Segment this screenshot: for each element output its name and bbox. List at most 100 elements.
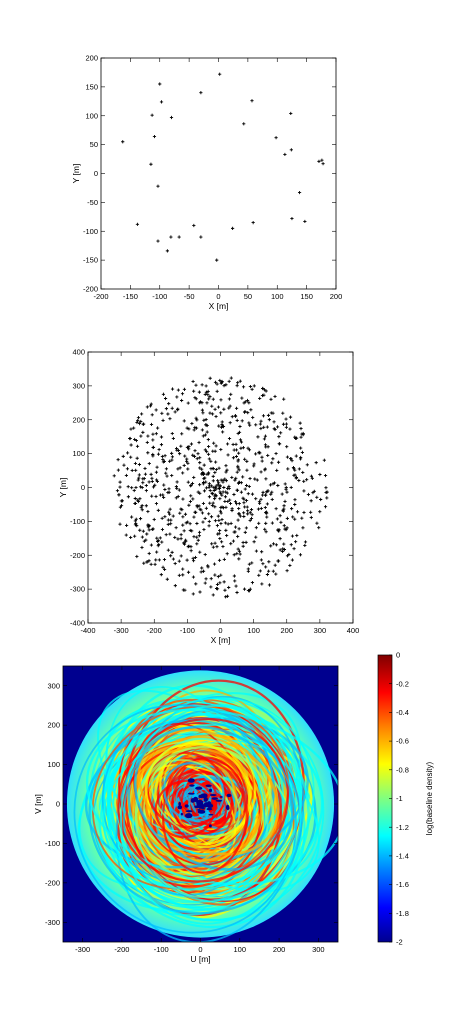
station-point xyxy=(175,486,179,491)
station-point xyxy=(266,413,271,417)
station-point xyxy=(224,464,228,468)
uv-gap xyxy=(178,802,181,806)
station-point xyxy=(244,499,249,503)
colorbar-tick-label: -0.6 xyxy=(396,737,409,746)
station-point xyxy=(142,561,146,565)
station-point xyxy=(201,480,206,485)
station-point xyxy=(275,517,279,521)
station-point xyxy=(309,515,313,520)
station-point xyxy=(250,580,255,585)
x-axis-label: X [m] xyxy=(211,635,231,645)
station-point xyxy=(299,446,303,450)
station-point xyxy=(246,569,250,573)
station-point xyxy=(271,482,275,486)
station-point xyxy=(214,484,218,488)
station-point xyxy=(139,505,143,509)
station-point xyxy=(325,496,329,500)
station-point xyxy=(176,448,181,453)
station-point xyxy=(170,458,174,462)
station-point xyxy=(278,514,282,518)
station-point xyxy=(263,493,268,497)
station-point xyxy=(141,481,145,485)
station-point xyxy=(169,115,174,120)
station-point xyxy=(186,467,190,471)
station-point xyxy=(318,472,322,477)
station-point xyxy=(208,376,212,380)
station-point xyxy=(282,504,286,508)
x-tick-label: 0 xyxy=(198,945,202,954)
station-point xyxy=(201,472,206,476)
station-point xyxy=(146,434,150,438)
station-point xyxy=(154,494,158,499)
station-point xyxy=(161,457,165,462)
station-point xyxy=(198,590,202,594)
station-point xyxy=(194,426,199,430)
station-point xyxy=(250,387,254,391)
uv-gap xyxy=(205,784,212,788)
station-point xyxy=(215,545,219,549)
station-point xyxy=(276,460,281,464)
colorbar-tick-label: -1.2 xyxy=(396,823,409,832)
station-point xyxy=(257,573,261,577)
station-point xyxy=(173,535,177,540)
station-point xyxy=(309,510,313,514)
station-point xyxy=(129,455,133,459)
station-point xyxy=(204,480,208,484)
station-point xyxy=(288,427,292,431)
station-point xyxy=(298,421,302,425)
station-point xyxy=(282,547,287,552)
station-point xyxy=(162,567,167,572)
station-point xyxy=(216,532,220,536)
station-point xyxy=(226,486,230,491)
station-point xyxy=(140,508,144,512)
station-point xyxy=(157,542,161,547)
station-point xyxy=(219,478,223,482)
station-point xyxy=(132,488,136,493)
station-point xyxy=(161,418,165,422)
station-point xyxy=(184,459,189,463)
station-point xyxy=(138,485,143,489)
station-point xyxy=(247,562,251,566)
station-point xyxy=(250,513,254,517)
station-point xyxy=(186,461,190,465)
station-point xyxy=(134,517,138,521)
station-point xyxy=(264,511,268,515)
station-point xyxy=(144,504,148,508)
station-point xyxy=(229,521,233,526)
station-point xyxy=(278,537,282,541)
station-point xyxy=(182,387,187,391)
station-point xyxy=(265,490,269,494)
station-point xyxy=(237,527,241,531)
uv-gap xyxy=(203,802,210,807)
station-point xyxy=(294,436,299,440)
station-point xyxy=(194,416,198,420)
station-point xyxy=(256,507,261,511)
station-point xyxy=(318,510,322,514)
station-point xyxy=(116,468,120,472)
station-point xyxy=(225,552,229,556)
station-point xyxy=(213,497,217,501)
station-point xyxy=(241,544,245,548)
station-point xyxy=(237,549,242,553)
station-point xyxy=(156,239,160,243)
uv-gap xyxy=(209,793,217,796)
station-point xyxy=(232,553,236,557)
station-point xyxy=(140,535,144,539)
station-point xyxy=(130,468,134,473)
station-point xyxy=(297,478,301,483)
station-point xyxy=(283,482,287,486)
station-point xyxy=(175,480,179,484)
station-point xyxy=(170,451,174,455)
station-point xyxy=(259,419,263,423)
station-point xyxy=(234,476,238,480)
station-point xyxy=(244,526,248,530)
station-point xyxy=(186,570,191,574)
station-point xyxy=(198,456,202,460)
x-tick-label: -100 xyxy=(152,292,167,301)
x-tick-label: -50 xyxy=(184,292,195,301)
station-point xyxy=(158,536,162,540)
station-point xyxy=(270,521,274,525)
station-point xyxy=(311,491,315,495)
station-point xyxy=(222,557,226,562)
station-point xyxy=(254,526,258,530)
